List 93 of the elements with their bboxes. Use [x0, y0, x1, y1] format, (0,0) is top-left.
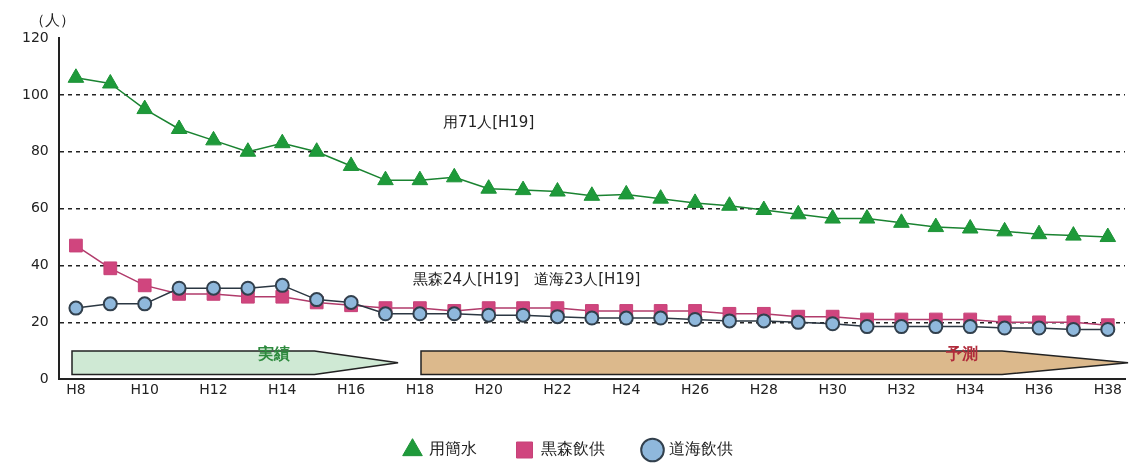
y-tick-label: 20 — [30, 312, 49, 329]
point — [686, 193, 704, 208]
point — [1065, 226, 1082, 241]
point — [343, 294, 359, 310]
y-tick-label: 80 — [30, 142, 49, 159]
x-tick-label: H10 — [130, 381, 159, 398]
point — [1030, 224, 1048, 240]
point — [514, 180, 532, 196]
y-tick-label: 60 — [30, 199, 49, 216]
point — [653, 310, 669, 326]
point — [103, 261, 118, 276]
x-tick-label: H12 — [199, 381, 228, 398]
point — [687, 311, 703, 327]
point — [206, 280, 221, 296]
point — [137, 278, 152, 293]
point — [515, 307, 531, 323]
point — [411, 170, 429, 186]
x-tick-label: H14 — [268, 381, 297, 398]
point — [205, 130, 222, 146]
annotation: 用71人[H19] — [443, 113, 535, 132]
point — [377, 170, 394, 186]
point — [102, 296, 118, 312]
point — [549, 182, 566, 197]
point — [239, 142, 257, 157]
point — [583, 186, 601, 201]
point — [618, 310, 634, 326]
point — [859, 319, 875, 335]
point — [274, 277, 290, 293]
point — [137, 296, 153, 312]
point — [69, 238, 83, 253]
point — [549, 309, 565, 325]
y-tick-label: 100 — [21, 85, 49, 102]
x-tick-label: H36 — [1024, 381, 1054, 398]
point — [961, 219, 979, 234]
y-tick-label: 40 — [30, 256, 49, 273]
point — [481, 307, 497, 323]
point — [377, 306, 393, 322]
point — [825, 316, 841, 332]
x-tick-label: H24 — [612, 381, 641, 398]
point — [652, 189, 669, 204]
annotation: 黒森24人[H19] 道海23人[H19] — [413, 269, 641, 288]
x-tick-label: H32 — [887, 381, 916, 398]
point — [445, 167, 463, 183]
point — [756, 313, 772, 329]
point — [755, 200, 773, 216]
point — [412, 306, 428, 322]
point — [721, 313, 737, 329]
point — [824, 209, 841, 224]
point — [1031, 320, 1047, 336]
point — [858, 209, 876, 224]
point — [997, 320, 1013, 336]
point — [584, 310, 600, 326]
point — [1100, 321, 1116, 337]
point — [170, 119, 188, 134]
point — [996, 221, 1013, 237]
point — [68, 300, 84, 316]
point — [927, 217, 945, 233]
x-tick-label: H18 — [405, 381, 435, 398]
point — [171, 280, 187, 296]
point — [1065, 321, 1081, 337]
x-tick-label: H16 — [336, 381, 366, 398]
x-tick-label: H28 — [749, 381, 779, 398]
point — [308, 142, 325, 157]
x-tick-label: H38 — [1093, 381, 1122, 398]
point — [893, 213, 910, 228]
x-tick-label: H8 — [66, 381, 86, 398]
point — [789, 204, 807, 220]
point — [274, 133, 291, 149]
y-tick-label: 120 — [21, 28, 49, 45]
legend-label: 黒森飲供 — [540, 439, 605, 459]
point — [1099, 227, 1117, 243]
point — [102, 73, 119, 89]
x-tick-label: H30 — [818, 381, 847, 398]
point — [67, 68, 85, 83]
point — [240, 280, 256, 296]
point — [617, 184, 635, 200]
point — [136, 99, 154, 115]
x-tick-label: H34 — [956, 381, 985, 398]
point — [893, 319, 909, 335]
legend-label: 道海飲供 — [668, 439, 733, 459]
point — [790, 314, 806, 330]
point — [962, 319, 978, 335]
point — [480, 179, 497, 194]
y-tick-label: 0 — [39, 369, 49, 386]
y-axis-title: （人） — [30, 11, 75, 30]
x-tick-label: H26 — [680, 381, 710, 398]
legend-label: 用簡水 — [428, 439, 477, 459]
point — [342, 156, 360, 171]
x-tick-label: H22 — [543, 381, 572, 398]
point — [928, 319, 944, 335]
point — [721, 196, 738, 211]
x-tick-label: H20 — [474, 381, 503, 398]
point — [446, 306, 462, 322]
